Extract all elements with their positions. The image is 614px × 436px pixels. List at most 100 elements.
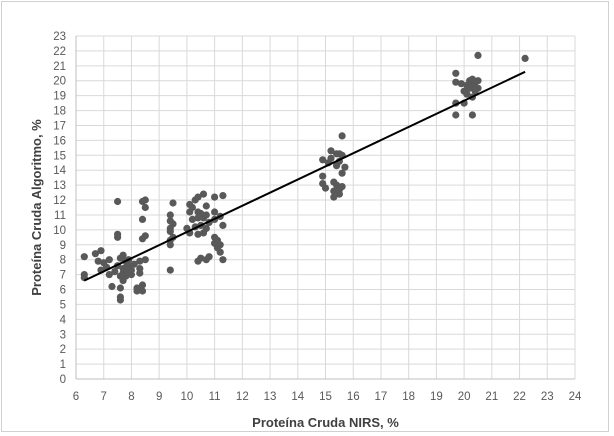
data-point <box>330 187 338 195</box>
y-tick-label: 19 <box>53 91 66 103</box>
y-tick-label: 13 <box>53 180 66 192</box>
data-point <box>138 287 147 295</box>
data-point <box>114 197 122 206</box>
data-point <box>202 224 210 232</box>
data-point <box>138 215 147 223</box>
y-tick-label: 1 <box>60 359 66 371</box>
x-tick-label: 23 <box>541 391 554 403</box>
data-point <box>116 284 124 292</box>
data-point <box>127 271 135 279</box>
y-tick-label: 22 <box>53 46 66 58</box>
data-point <box>141 203 149 212</box>
trendline <box>83 70 526 282</box>
x-tick-label: 7 <box>101 391 107 403</box>
y-axis-title: Proteína Cruda Algoritmo, % <box>29 119 44 296</box>
data-point <box>452 78 460 86</box>
y-tick-label: 20 <box>53 76 66 88</box>
data-point <box>169 199 177 207</box>
data-point <box>188 203 196 212</box>
data-point <box>141 232 149 240</box>
data-point <box>211 208 219 216</box>
y-tick-label: 11 <box>54 210 66 222</box>
axes <box>75 36 575 380</box>
y-tick-label: 18 <box>53 106 66 118</box>
y-tick-label: 6 <box>60 285 66 297</box>
x-tick-label: 10 <box>180 391 193 403</box>
y-tick-label: 15 <box>53 150 66 162</box>
data-point <box>105 271 113 279</box>
y-tick-label: 16 <box>53 135 66 147</box>
data-point <box>130 260 138 268</box>
data-point <box>141 196 149 204</box>
data-point <box>452 69 460 77</box>
x-axis-title: Proteína Cruda NIRS, % <box>252 415 399 430</box>
data-point <box>122 272 130 280</box>
data-point <box>219 256 227 264</box>
data-point <box>91 250 99 258</box>
data-point <box>205 253 213 261</box>
x-tick-label: 9 <box>156 391 162 403</box>
data-point <box>197 254 205 262</box>
y-tick-label: 17 <box>53 120 66 132</box>
data-point <box>119 251 127 259</box>
y-tick-label: 0 <box>60 374 66 386</box>
data-point <box>338 169 346 177</box>
data-point <box>108 282 116 291</box>
y-tick-label: 8 <box>60 255 66 267</box>
data-point <box>116 296 124 304</box>
data-point <box>335 190 343 198</box>
data-point <box>133 287 141 295</box>
data-point <box>202 211 210 219</box>
data-point <box>219 221 227 229</box>
data-point <box>219 192 227 200</box>
data-point <box>136 257 144 265</box>
data-point <box>463 90 471 98</box>
data-point <box>216 241 224 249</box>
y-tick-label: 10 <box>53 225 66 237</box>
x-tick-label: 8 <box>128 391 134 403</box>
data-point <box>166 211 174 219</box>
data-point <box>97 247 105 255</box>
gridlines <box>76 35 576 379</box>
data-point <box>138 281 147 289</box>
data-point <box>319 156 327 164</box>
data-point <box>521 54 529 63</box>
data-point <box>319 172 327 180</box>
data-point <box>105 256 113 264</box>
data-point <box>341 163 349 171</box>
data-point <box>474 51 482 60</box>
x-tick-label: 11 <box>209 391 221 403</box>
data-point <box>330 193 338 201</box>
data-point <box>202 202 210 210</box>
data-point <box>80 253 88 261</box>
x-tick-label: 17 <box>375 391 388 403</box>
y-tick-label: 7 <box>60 270 66 282</box>
x-tick-label: 24 <box>569 391 582 403</box>
data-point <box>468 111 476 119</box>
data-point <box>94 257 102 265</box>
data-point <box>111 268 119 276</box>
x-tick-label: 6 <box>73 391 79 403</box>
x-tick-label: 14 <box>291 391 304 403</box>
x-tick-label: 16 <box>347 391 360 403</box>
data-point <box>327 147 335 155</box>
x-tick-label: 12 <box>236 391 249 403</box>
data-point <box>452 111 460 119</box>
data-point <box>474 84 482 92</box>
x-tick-label: 22 <box>513 391 526 403</box>
y-tick-label: 14 <box>53 165 66 177</box>
data-point <box>188 215 196 223</box>
data-point <box>338 183 346 191</box>
x-tick-label: 20 <box>458 391 471 403</box>
trendline-group <box>83 70 526 282</box>
data-point <box>338 132 346 140</box>
data-point <box>169 220 177 228</box>
data-point <box>474 77 482 85</box>
x-tick-label: 18 <box>402 391 415 403</box>
data-point <box>199 190 208 198</box>
chart-frame: 0 1 2 3 4 5 6 7 8 9 10 11 12 13 14 15 16 17 18 19 20 21 22 23 6… <box>1 1 609 432</box>
x-tick-label: 13 <box>264 391 277 403</box>
y-tick-label: 21 <box>53 61 66 73</box>
